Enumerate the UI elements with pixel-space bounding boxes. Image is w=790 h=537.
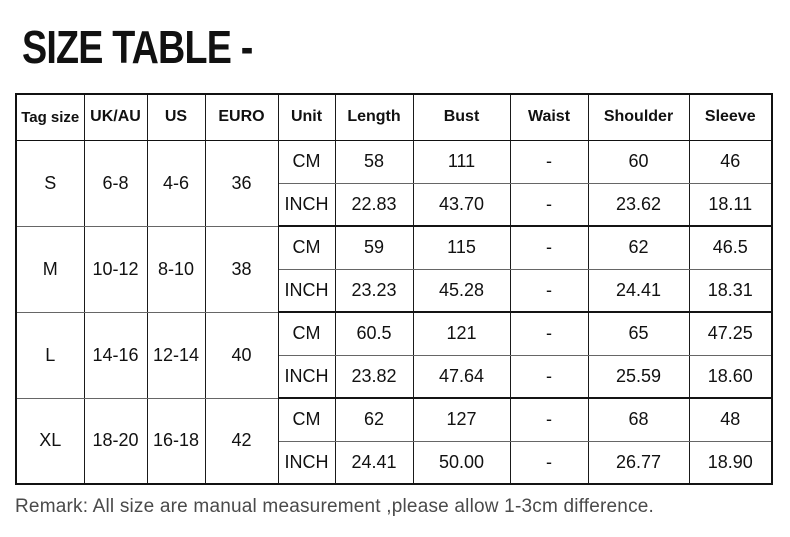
col-header-length: Length xyxy=(334,93,414,141)
ukau-cell: 6-8 xyxy=(83,139,148,227)
waist-cell: - xyxy=(509,268,589,313)
unit-cell: CM xyxy=(277,397,336,442)
length-cell: 23.82 xyxy=(334,354,414,399)
sleeve-cell: 46.5 xyxy=(688,225,773,270)
tag-size-cell: L xyxy=(15,311,85,399)
bust-cell: 111 xyxy=(412,139,511,184)
ukau-cell: 10-12 xyxy=(83,225,148,313)
euro-cell: 40 xyxy=(204,311,279,399)
col-header-unit: Unit xyxy=(277,93,336,141)
waist-cell: - xyxy=(509,139,589,184)
size-row-s-inch: INCH 22.83 43.70 - 23.62 18.11 xyxy=(16,182,773,227)
ukau-cell: 18-20 xyxy=(83,397,148,485)
bust-cell: 115 xyxy=(412,225,511,270)
length-cell: 24.41 xyxy=(334,440,414,485)
length-cell: 59 xyxy=(334,225,414,270)
waist-cell: - xyxy=(509,311,589,356)
us-cell: 16-18 xyxy=(146,397,206,485)
remark-text: Remark: All size are manual measurement … xyxy=(15,496,655,517)
col-header-waist: Waist xyxy=(509,93,589,141)
tag-size-cell: XL xyxy=(15,397,85,485)
size-row-xl-cm: XL 18-20 16-18 42 CM 62 127 - 68 48 xyxy=(15,397,773,485)
unit-cell: CM xyxy=(277,225,336,270)
col-header-tag-size: Tag size xyxy=(15,93,85,141)
col-header-euro: EURO xyxy=(204,93,279,141)
waist-cell: - xyxy=(509,440,589,485)
waist-cell: - xyxy=(509,225,589,270)
tag-size-cell: S xyxy=(15,139,85,227)
length-cell: 58 xyxy=(334,139,414,184)
size-row-m-inch: INCH 23.23 45.28 - 24.41 18.31 xyxy=(16,268,773,313)
ukau-cell: 14-16 xyxy=(83,311,148,399)
unit-cell: INCH xyxy=(277,182,336,227)
shoulder-cell: 62 xyxy=(587,225,690,270)
shoulder-cell: 24.41 xyxy=(587,268,690,313)
shoulder-cell: 68 xyxy=(587,397,690,442)
tag-size-cell: M xyxy=(15,225,85,313)
size-row-m-cm: M 10-12 8-10 38 CM 59 115 - 62 46.5 xyxy=(15,225,773,313)
length-cell: 60.5 xyxy=(334,311,414,356)
col-header-us: US xyxy=(146,93,206,141)
unit-cell: INCH xyxy=(277,268,336,313)
bust-cell: 121 xyxy=(412,311,511,356)
shoulder-cell: 23.62 xyxy=(587,182,690,227)
unit-cell: CM xyxy=(277,139,336,184)
bust-cell: 45.28 xyxy=(412,268,511,313)
shoulder-cell: 60 xyxy=(587,139,690,184)
sleeve-cell: 18.11 xyxy=(688,182,773,227)
sleeve-cell: 18.60 xyxy=(688,354,773,399)
length-cell: 23.23 xyxy=(334,268,414,313)
size-table: Tag size UK/AU US EURO Unit Length Bust … xyxy=(15,93,773,485)
header-row: Tag size UK/AU US EURO Unit Length Bust … xyxy=(15,93,773,141)
sleeve-cell: 48 xyxy=(688,397,773,442)
length-cell: 62 xyxy=(334,397,414,442)
bust-cell: 47.64 xyxy=(412,354,511,399)
bust-cell: 43.70 xyxy=(412,182,511,227)
size-row-l-cm: L 14-16 12-14 40 CM 60.5 121 - 65 47.25 xyxy=(15,311,773,399)
sleeve-cell: 46 xyxy=(688,139,773,184)
bust-cell: 50.00 xyxy=(412,440,511,485)
col-header-uk-au: UK/AU xyxy=(83,93,148,141)
us-cell: 12-14 xyxy=(146,311,206,399)
euro-cell: 38 xyxy=(204,225,279,313)
waist-cell: - xyxy=(509,182,589,227)
shoulder-cell: 65 xyxy=(587,311,690,356)
unit-cell: INCH xyxy=(277,440,336,485)
sleeve-cell: 47.25 xyxy=(688,311,773,356)
waist-cell: - xyxy=(509,354,589,399)
unit-cell: INCH xyxy=(277,354,336,399)
size-row-xl-inch: INCH 24.41 50.00 - 26.77 18.90 xyxy=(16,440,773,485)
shoulder-cell: 26.77 xyxy=(587,440,690,485)
euro-cell: 42 xyxy=(204,397,279,485)
us-cell: 8-10 xyxy=(146,225,206,313)
bust-cell: 127 xyxy=(412,397,511,442)
col-header-bust: Bust xyxy=(412,93,511,141)
page-title: SIZE TABLE - xyxy=(22,21,253,73)
sleeve-cell: 18.90 xyxy=(688,440,773,485)
shoulder-cell: 25.59 xyxy=(587,354,690,399)
col-header-shoulder: Shoulder xyxy=(587,93,690,141)
sleeve-cell: 18.31 xyxy=(688,268,773,313)
size-row-s-cm: S 6-8 4-6 36 CM 58 111 - 60 46 xyxy=(15,139,773,227)
us-cell: 4-6 xyxy=(146,139,206,227)
unit-cell: CM xyxy=(277,311,336,356)
col-header-sleeve: Sleeve xyxy=(688,93,773,141)
length-cell: 22.83 xyxy=(334,182,414,227)
waist-cell: - xyxy=(509,397,589,442)
size-row-l-inch: INCH 23.82 47.64 - 25.59 18.60 xyxy=(16,354,773,399)
euro-cell: 36 xyxy=(204,139,279,227)
